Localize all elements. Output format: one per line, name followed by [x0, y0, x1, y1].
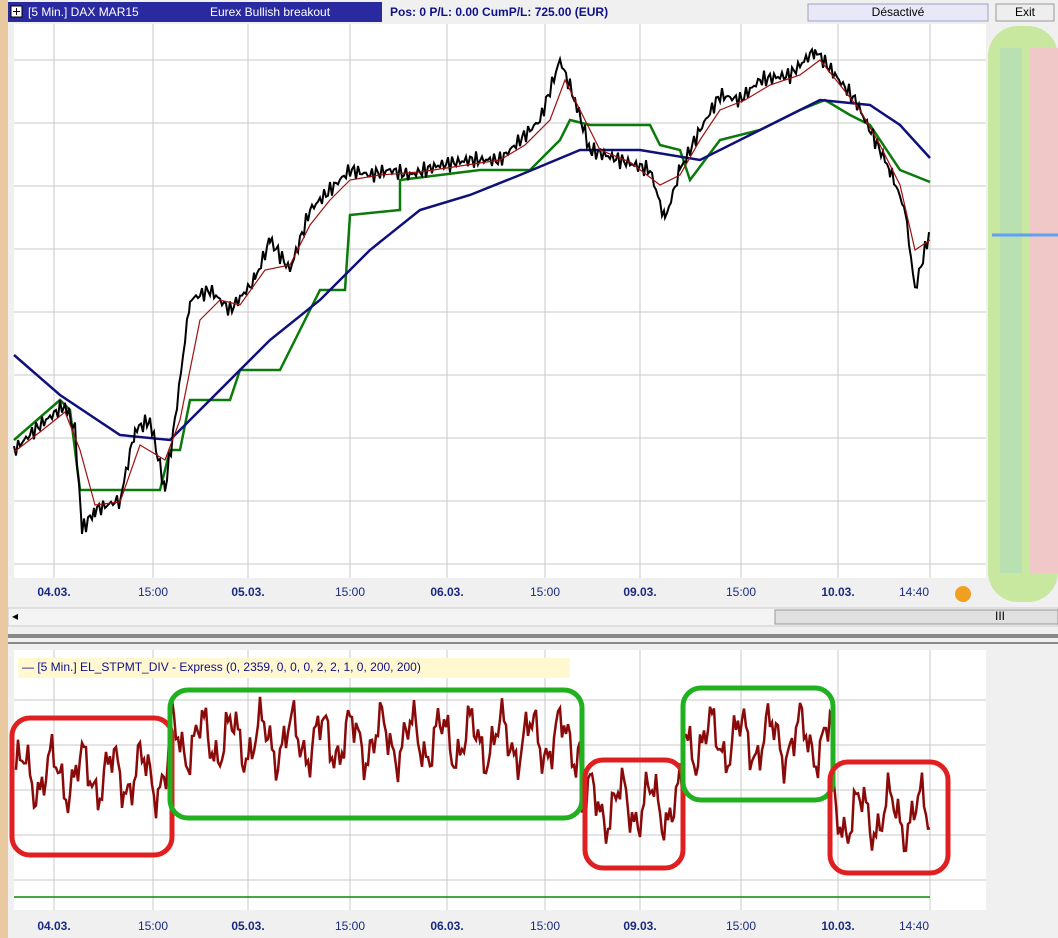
- header-bar: [8, 2, 382, 22]
- bear-zone: [582, 757, 686, 871]
- indicator-grid: [14, 650, 986, 910]
- price-grid: [14, 24, 986, 578]
- time-label: 15:00: [138, 585, 168, 599]
- time-label: 15:00: [530, 585, 560, 599]
- time-label: 05.03.: [231, 919, 264, 933]
- bull-zone: [680, 685, 836, 803]
- time-axis: 04.03. 15:00 05.03. 15:00 06.03. 15:00 09.03. 1…: [37, 585, 929, 599]
- gauge-buy: [1000, 48, 1022, 573]
- time-label: 09.03.: [623, 919, 656, 933]
- instrument: [5 Min.] DAX MAR15: [28, 5, 139, 19]
- time-label: 14:40: [899, 919, 929, 933]
- time-label: 04.03.: [37, 585, 70, 599]
- bull-zone: [167, 687, 585, 821]
- price-candles: [13, 46, 930, 535]
- time-axis: 04.03. 15:00 05.03. 15:00 06.03. 15:00 09.03. 1…: [37, 919, 929, 933]
- time-label: 15:00: [335, 585, 365, 599]
- exit-button[interactable]: [995, 3, 1055, 22]
- time-label: 04.03.: [37, 919, 70, 933]
- clock-icon: [955, 586, 971, 602]
- scroll-thumb[interactable]: [774, 609, 1058, 625]
- long-average: [13, 98, 931, 442]
- time-label: 10.03.: [821, 919, 854, 933]
- status-button[interactable]: [807, 3, 989, 22]
- indicator-label: — [5 Min.] EL_STPMT_DIV - Express (0, 23…: [22, 660, 421, 674]
- expand-plus: [13, 8, 20, 15]
- time-label: 15:00: [726, 919, 756, 933]
- price-panel: [14, 24, 986, 578]
- short-average: [13, 59, 931, 506]
- gauge-sell: [1030, 48, 1058, 573]
- time-label: 15:00: [530, 919, 560, 933]
- splitter-line: [8, 642, 1058, 644]
- bear-zone: [827, 759, 951, 876]
- time-label: 15:00: [138, 919, 168, 933]
- time-label: 10.03.: [821, 585, 854, 599]
- strategy: Eurex Bullish breakout: [210, 5, 331, 19]
- position: Pos: 0 P/L: 0.00 CumP/L: 725.00 (EUR): [390, 5, 608, 19]
- time-label: 09.03.: [623, 585, 656, 599]
- time-label: 06.03.: [430, 919, 463, 933]
- time-label: 15:00: [726, 585, 756, 599]
- time-label: 14:40: [899, 585, 929, 599]
- status-label: Désactivé: [872, 5, 925, 19]
- splitter[interactable]: [8, 634, 1058, 638]
- indicator-label-bg: [18, 658, 570, 678]
- scroll-left[interactable]: ◂: [12, 609, 18, 623]
- time-label: 05.03.: [231, 585, 264, 599]
- time-label: 15:00: [335, 919, 365, 933]
- scroll-grip: III: [995, 609, 1005, 623]
- exit-label: Exit: [1015, 5, 1036, 19]
- time-label: 06.03.: [430, 585, 463, 599]
